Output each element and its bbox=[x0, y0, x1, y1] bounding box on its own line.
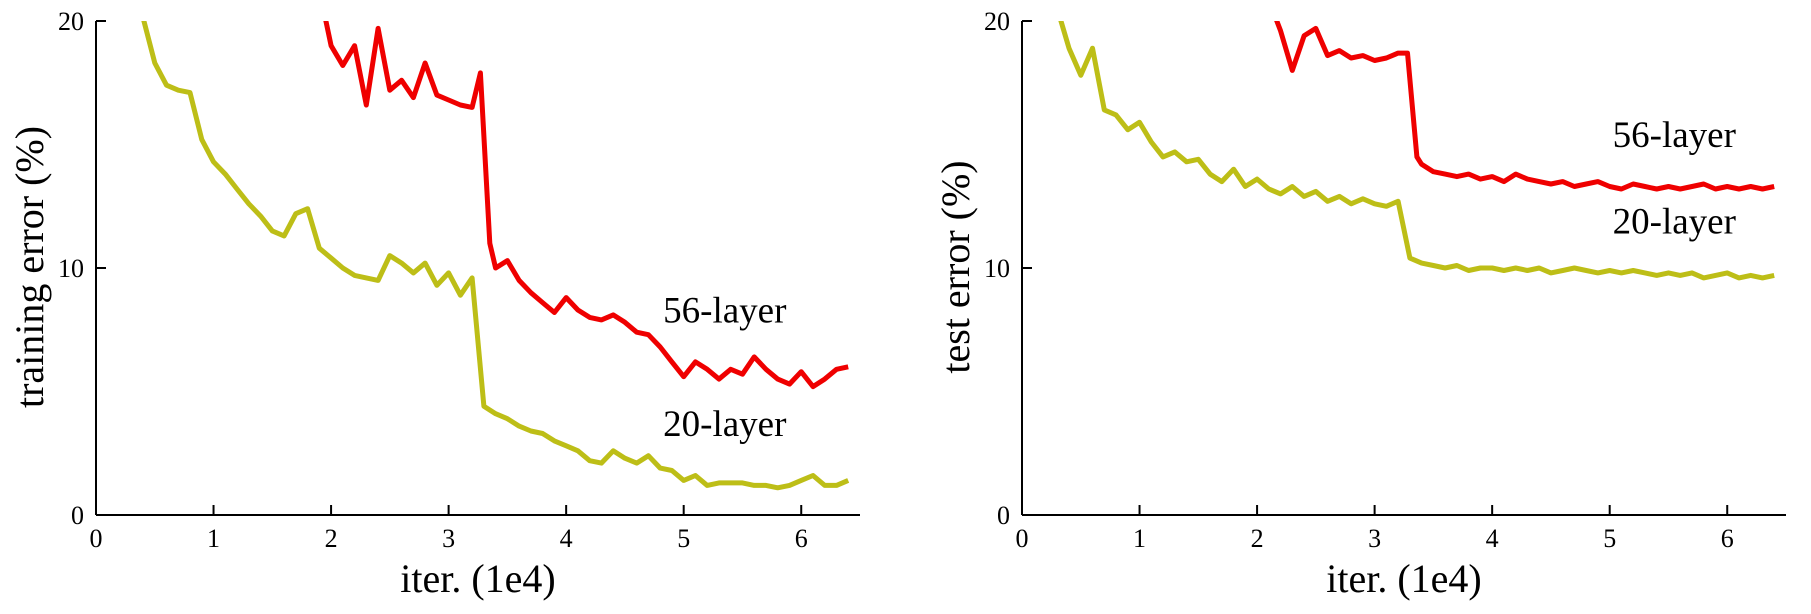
training-error-y-axis-label: training error (%) bbox=[7, 125, 52, 409]
x-tick-label: 6 bbox=[795, 524, 808, 553]
y-tick-label: 10 bbox=[984, 254, 1010, 283]
x-tick-label: 5 bbox=[1603, 524, 1616, 553]
series-line-20-layer bbox=[141, 21, 850, 491]
x-tick-label: 4 bbox=[1486, 524, 1499, 553]
y-tick-label: 10 bbox=[58, 254, 84, 283]
x-tick-label: 2 bbox=[325, 524, 338, 553]
series-annotation-56-layer: 56-layer bbox=[663, 290, 786, 331]
series-line-56-layer bbox=[323, 21, 849, 390]
x-tick-label: 3 bbox=[442, 524, 455, 553]
series-annotation-20-layer: 20-layer bbox=[663, 404, 786, 445]
test-error-plot-area: 0 1 2 3 4 5 6 0 10 20 20-layer 56-layer bbox=[930, 7, 1810, 607]
y-tick-label: 20 bbox=[58, 7, 84, 36]
training-error-plot-area: 0 1 2 3 4 5 6 0 10 20 20-layer 56-layer bbox=[4, 7, 884, 607]
x-tick-label: 2 bbox=[1251, 524, 1264, 553]
series-line-56-layer bbox=[1274, 21, 1775, 192]
y-tick-label: 20 bbox=[984, 7, 1010, 36]
x-tick-label: 5 bbox=[677, 524, 690, 553]
x-tick-label: 4 bbox=[560, 524, 573, 553]
chart-svg: 0 1 2 3 4 5 6 0 10 20 20-layer 56-layer bbox=[58, 7, 860, 553]
x-tick-label: 3 bbox=[1368, 524, 1381, 553]
y-tick-label: 0 bbox=[71, 501, 84, 530]
x-tick-label: 6 bbox=[1721, 524, 1734, 553]
training-error-x-axis-label: iter. (1e4) bbox=[400, 556, 556, 601]
series-annotation-20-layer: 20-layer bbox=[1613, 201, 1736, 242]
training-error-chart: 0 1 2 3 4 5 6 0 10 20 20-layer 56-layer training er… bbox=[4, 7, 884, 607]
x-tick-label: 1 bbox=[207, 524, 220, 553]
test-error-x-axis-label: iter. (1e4) bbox=[1326, 556, 1482, 601]
y-tick-label: 0 bbox=[997, 501, 1010, 530]
series-annotation-56-layer: 56-layer bbox=[1613, 115, 1736, 156]
x-tick-label: 0 bbox=[90, 524, 103, 553]
chart-svg: 0 1 2 3 4 5 6 0 10 20 20-layer 56-layer bbox=[984, 7, 1786, 553]
x-tick-label: 0 bbox=[1016, 524, 1029, 553]
series-line-20-layer bbox=[1058, 21, 1775, 281]
x-tick-label: 1 bbox=[1133, 524, 1146, 553]
test-error-y-axis-label: test error (%) bbox=[933, 160, 978, 374]
test-error-chart: 0 1 2 3 4 5 6 0 10 20 20-layer 56-layer test error … bbox=[930, 7, 1810, 607]
